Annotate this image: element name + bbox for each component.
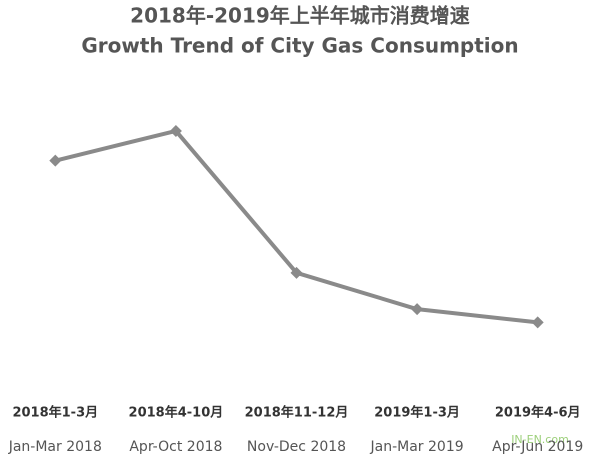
x-tick-sublabel: Apr-Oct 2018 <box>129 439 222 455</box>
marker <box>49 154 62 167</box>
marker <box>411 303 424 316</box>
chart-title: 2018年-2019年上半年城市消费增速 <box>130 4 470 28</box>
x-tick-label: 2018年1-3月 <box>12 405 98 421</box>
x-tick-sublabel: Apr-Jun 2019 <box>492 439 583 455</box>
chart-subtitle: Growth Trend of City Gas Consumption <box>81 34 518 58</box>
marker <box>169 124 182 137</box>
x-tick-label: 2019年1-3月 <box>374 405 460 421</box>
watermark: IN-EN.com <box>511 433 569 446</box>
line <box>54 128 538 325</box>
x-tick-sublabel: Jan-Mar 2018 <box>8 439 102 455</box>
x-tick-sublabel: Jan-Mar 2019 <box>370 439 464 455</box>
x-tick-label: 2018年4-10月 <box>129 405 224 421</box>
x-tick-sublabel: Nov-Dec 2018 <box>247 439 346 455</box>
x-tick-label: 2018年11-12月 <box>245 405 349 421</box>
marker <box>290 266 303 279</box>
x-tick-label: 2019年4-6月 <box>495 405 581 421</box>
marker <box>531 316 544 329</box>
